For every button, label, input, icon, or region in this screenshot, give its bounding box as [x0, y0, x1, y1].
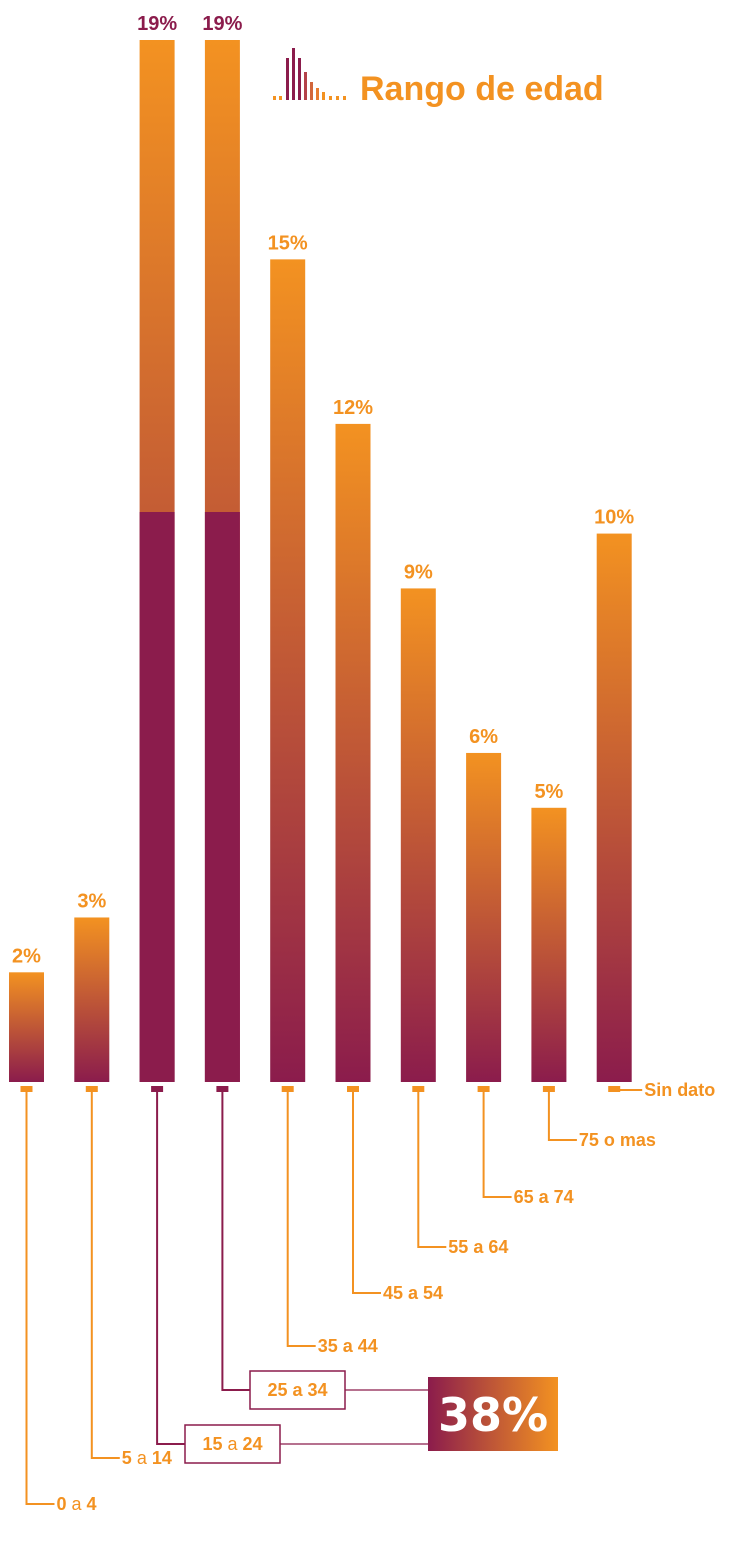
bar-connector [613, 1089, 643, 1092]
bar-value-label: 3% [77, 890, 106, 912]
category-label: 15 a 24 [202, 1434, 262, 1454]
category-label: 0 a 4 [57, 1494, 97, 1514]
category-label: 5 a 14 [122, 1448, 172, 1468]
bar [270, 259, 306, 1082]
highlight-group: 38% [428, 1377, 558, 1451]
category-labels-layer: 0 a 4 5 a 14 15 a 24 25 a 34 35 a 44 45 a 54 5… [57, 1080, 716, 1514]
bar-value-label: 5% [534, 781, 563, 803]
bar-tick [542, 1086, 555, 1092]
bar-connector [286, 1092, 316, 1347]
highlight-category-box [249, 1370, 346, 1410]
bar-solid-segment [139, 512, 175, 1082]
chart-title-group: Rango de edad [273, 48, 604, 108]
bar-connector [25, 1092, 55, 1505]
bar-value-label: 12% [333, 397, 373, 419]
bar-value-label: 2% [12, 945, 41, 967]
bar-tick [412, 1086, 425, 1092]
bar [335, 423, 371, 1082]
bar-tick [85, 1086, 98, 1092]
bar [74, 917, 110, 1082]
bar-value-label: 15% [268, 232, 308, 254]
category-label: Sin dato [644, 1080, 715, 1100]
bar-connector [547, 1092, 577, 1141]
bar [596, 533, 632, 1082]
bar-value-label: 6% [469, 726, 498, 748]
bar [9, 972, 44, 1082]
bar-tick [477, 1086, 490, 1092]
bar-tick [281, 1086, 294, 1092]
bar-tick [151, 1086, 164, 1092]
category-label: 45 a 54 [383, 1283, 443, 1303]
bar-connector [221, 1092, 250, 1391]
bar [466, 752, 502, 1082]
bar-connector [417, 1092, 447, 1248]
bar [400, 588, 436, 1082]
chart-title: Rango de edad [360, 70, 604, 108]
category-label: 35 a 44 [318, 1336, 378, 1356]
bar [531, 807, 567, 1082]
bar-tick [347, 1086, 359, 1092]
bar-connector [90, 1092, 120, 1459]
category-label: 25 a 34 [267, 1380, 327, 1400]
category-label: 55 a 64 [448, 1237, 508, 1257]
bar-tick [20, 1086, 33, 1092]
category-label: 65 a 74 [514, 1187, 574, 1207]
highlight-value: 38% [438, 1388, 548, 1442]
category-label: 75 o mas [579, 1130, 656, 1150]
bar-connector [156, 1092, 185, 1445]
bar-value-label: 9% [404, 561, 433, 583]
bar-connector [482, 1092, 512, 1198]
bar-connector [352, 1092, 381, 1294]
connectors-layer [20, 1086, 643, 1505]
bar-tick [216, 1086, 229, 1092]
bar-solid-segment [204, 512, 240, 1082]
bar-value-label: 19% [202, 13, 242, 35]
bars-layer: 2% 3% 19% 19% 15% 12% 9% 6% 5% 10% [9, 13, 634, 1082]
highlight-box [428, 1377, 558, 1451]
bar-value-label: 19% [137, 13, 177, 35]
bar-chart-icon [273, 48, 346, 100]
bar-value-label: 10% [594, 507, 634, 529]
